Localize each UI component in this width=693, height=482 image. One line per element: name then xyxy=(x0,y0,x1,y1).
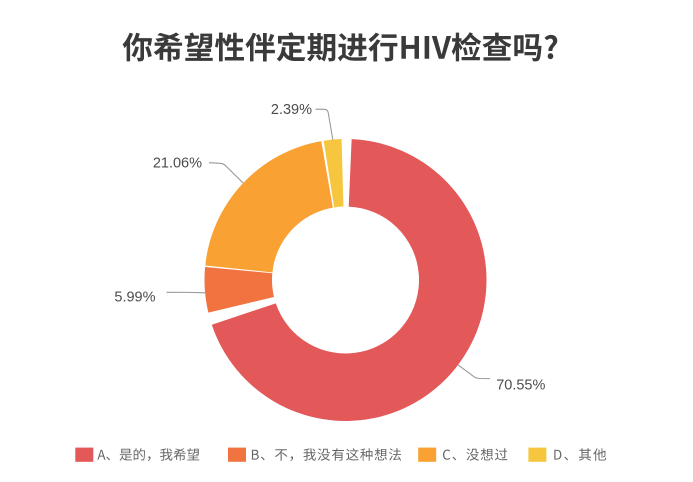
svg-text:70.55%: 70.55% xyxy=(496,378,545,394)
svg-text:5.99%: 5.99% xyxy=(114,290,155,306)
svg-text:21.06%: 21.06% xyxy=(153,156,202,172)
svg-text:2.39%: 2.39% xyxy=(271,102,312,118)
